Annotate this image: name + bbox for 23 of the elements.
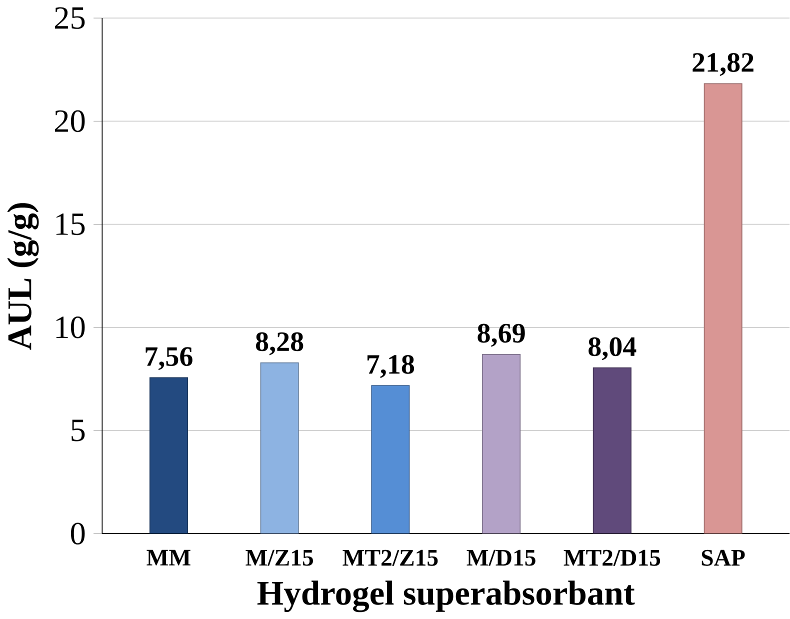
data-label: 7,18 [367, 354, 414, 378]
y-axis-title: AUL (g/g) [7, 202, 39, 350]
data-label: 21,82 [692, 52, 754, 76]
y-tick-label: 0 [70, 522, 85, 544]
x-tick-label: M/D15 [466, 550, 536, 566]
x-axis-title: Hydrogel superabsorbant [257, 580, 635, 612]
x-tick-label: M/Z15 [246, 550, 313, 566]
data-label: 8,28 [256, 332, 304, 356]
bar [482, 354, 521, 534]
y-tick-label: 10 [56, 316, 85, 338]
x-tick-label: MT2/D15 [564, 550, 660, 566]
x-tick-label: MT2/Z15 [342, 550, 438, 566]
data-label: 8,69 [478, 324, 525, 347]
y-tick-label: 15 [56, 213, 85, 235]
data-label: 7,56 [146, 346, 192, 370]
bar [149, 377, 188, 534]
y-tick-label: 5 [72, 420, 85, 442]
bar [704, 83, 742, 534]
y-tick-label: 25 [54, 7, 85, 29]
y-tick-label: 20 [54, 110, 85, 132]
x-tick-label: MM [146, 550, 190, 566]
data-label: 8,04 [588, 337, 636, 360]
x-tick-label: SAP [702, 550, 745, 566]
